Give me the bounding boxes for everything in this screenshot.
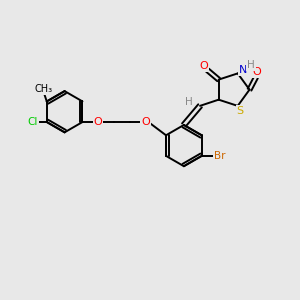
- Text: O: O: [253, 67, 262, 77]
- Text: H: H: [185, 97, 193, 107]
- Text: H: H: [247, 60, 255, 70]
- Text: O: O: [200, 61, 208, 71]
- Text: CH₃: CH₃: [35, 84, 53, 94]
- Text: S: S: [236, 106, 244, 116]
- Text: Br: Br: [214, 151, 225, 161]
- Text: O: O: [141, 117, 150, 127]
- Text: O: O: [93, 117, 102, 127]
- Text: Cl: Cl: [28, 117, 38, 127]
- Text: N: N: [239, 65, 247, 76]
